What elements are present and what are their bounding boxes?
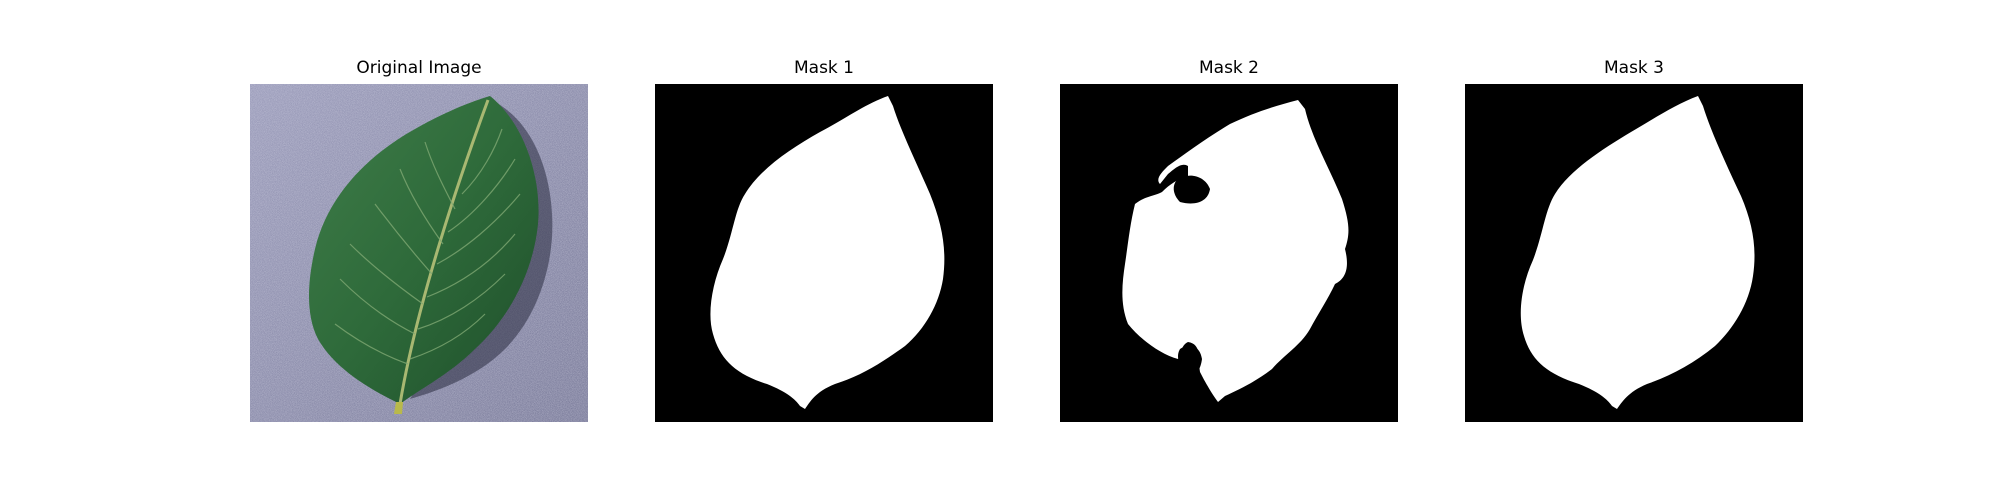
mask-2-image <box>1060 84 1398 422</box>
mask-2-hole-top <box>1173 175 1210 204</box>
leaf-photo <box>250 84 588 422</box>
mask-2-shape <box>1060 84 1398 422</box>
mask-3-image <box>1465 84 1803 422</box>
original-image <box>250 84 588 422</box>
leaf <box>309 96 539 404</box>
mask-1-leaf <box>710 96 945 409</box>
mask-3-leaf <box>1520 96 1755 409</box>
mask-2-hole-bottom <box>1178 345 1202 376</box>
leaf-veins <box>334 128 521 365</box>
leaf-stem <box>394 402 403 414</box>
panel-title-mask-1: Mask 1 <box>793 58 854 78</box>
panel-title-mask-2: Mask 2 <box>1198 58 1259 78</box>
mask-1-image <box>655 84 993 422</box>
panel-title-mask-3: Mask 3 <box>1603 58 1664 78</box>
mask-3-shape <box>1465 84 1803 422</box>
leaf-midrib <box>398 99 490 405</box>
mask-2-leaf <box>1122 100 1349 402</box>
panel-title-original: Original Image <box>356 58 482 78</box>
mask-1-shape <box>655 84 993 422</box>
